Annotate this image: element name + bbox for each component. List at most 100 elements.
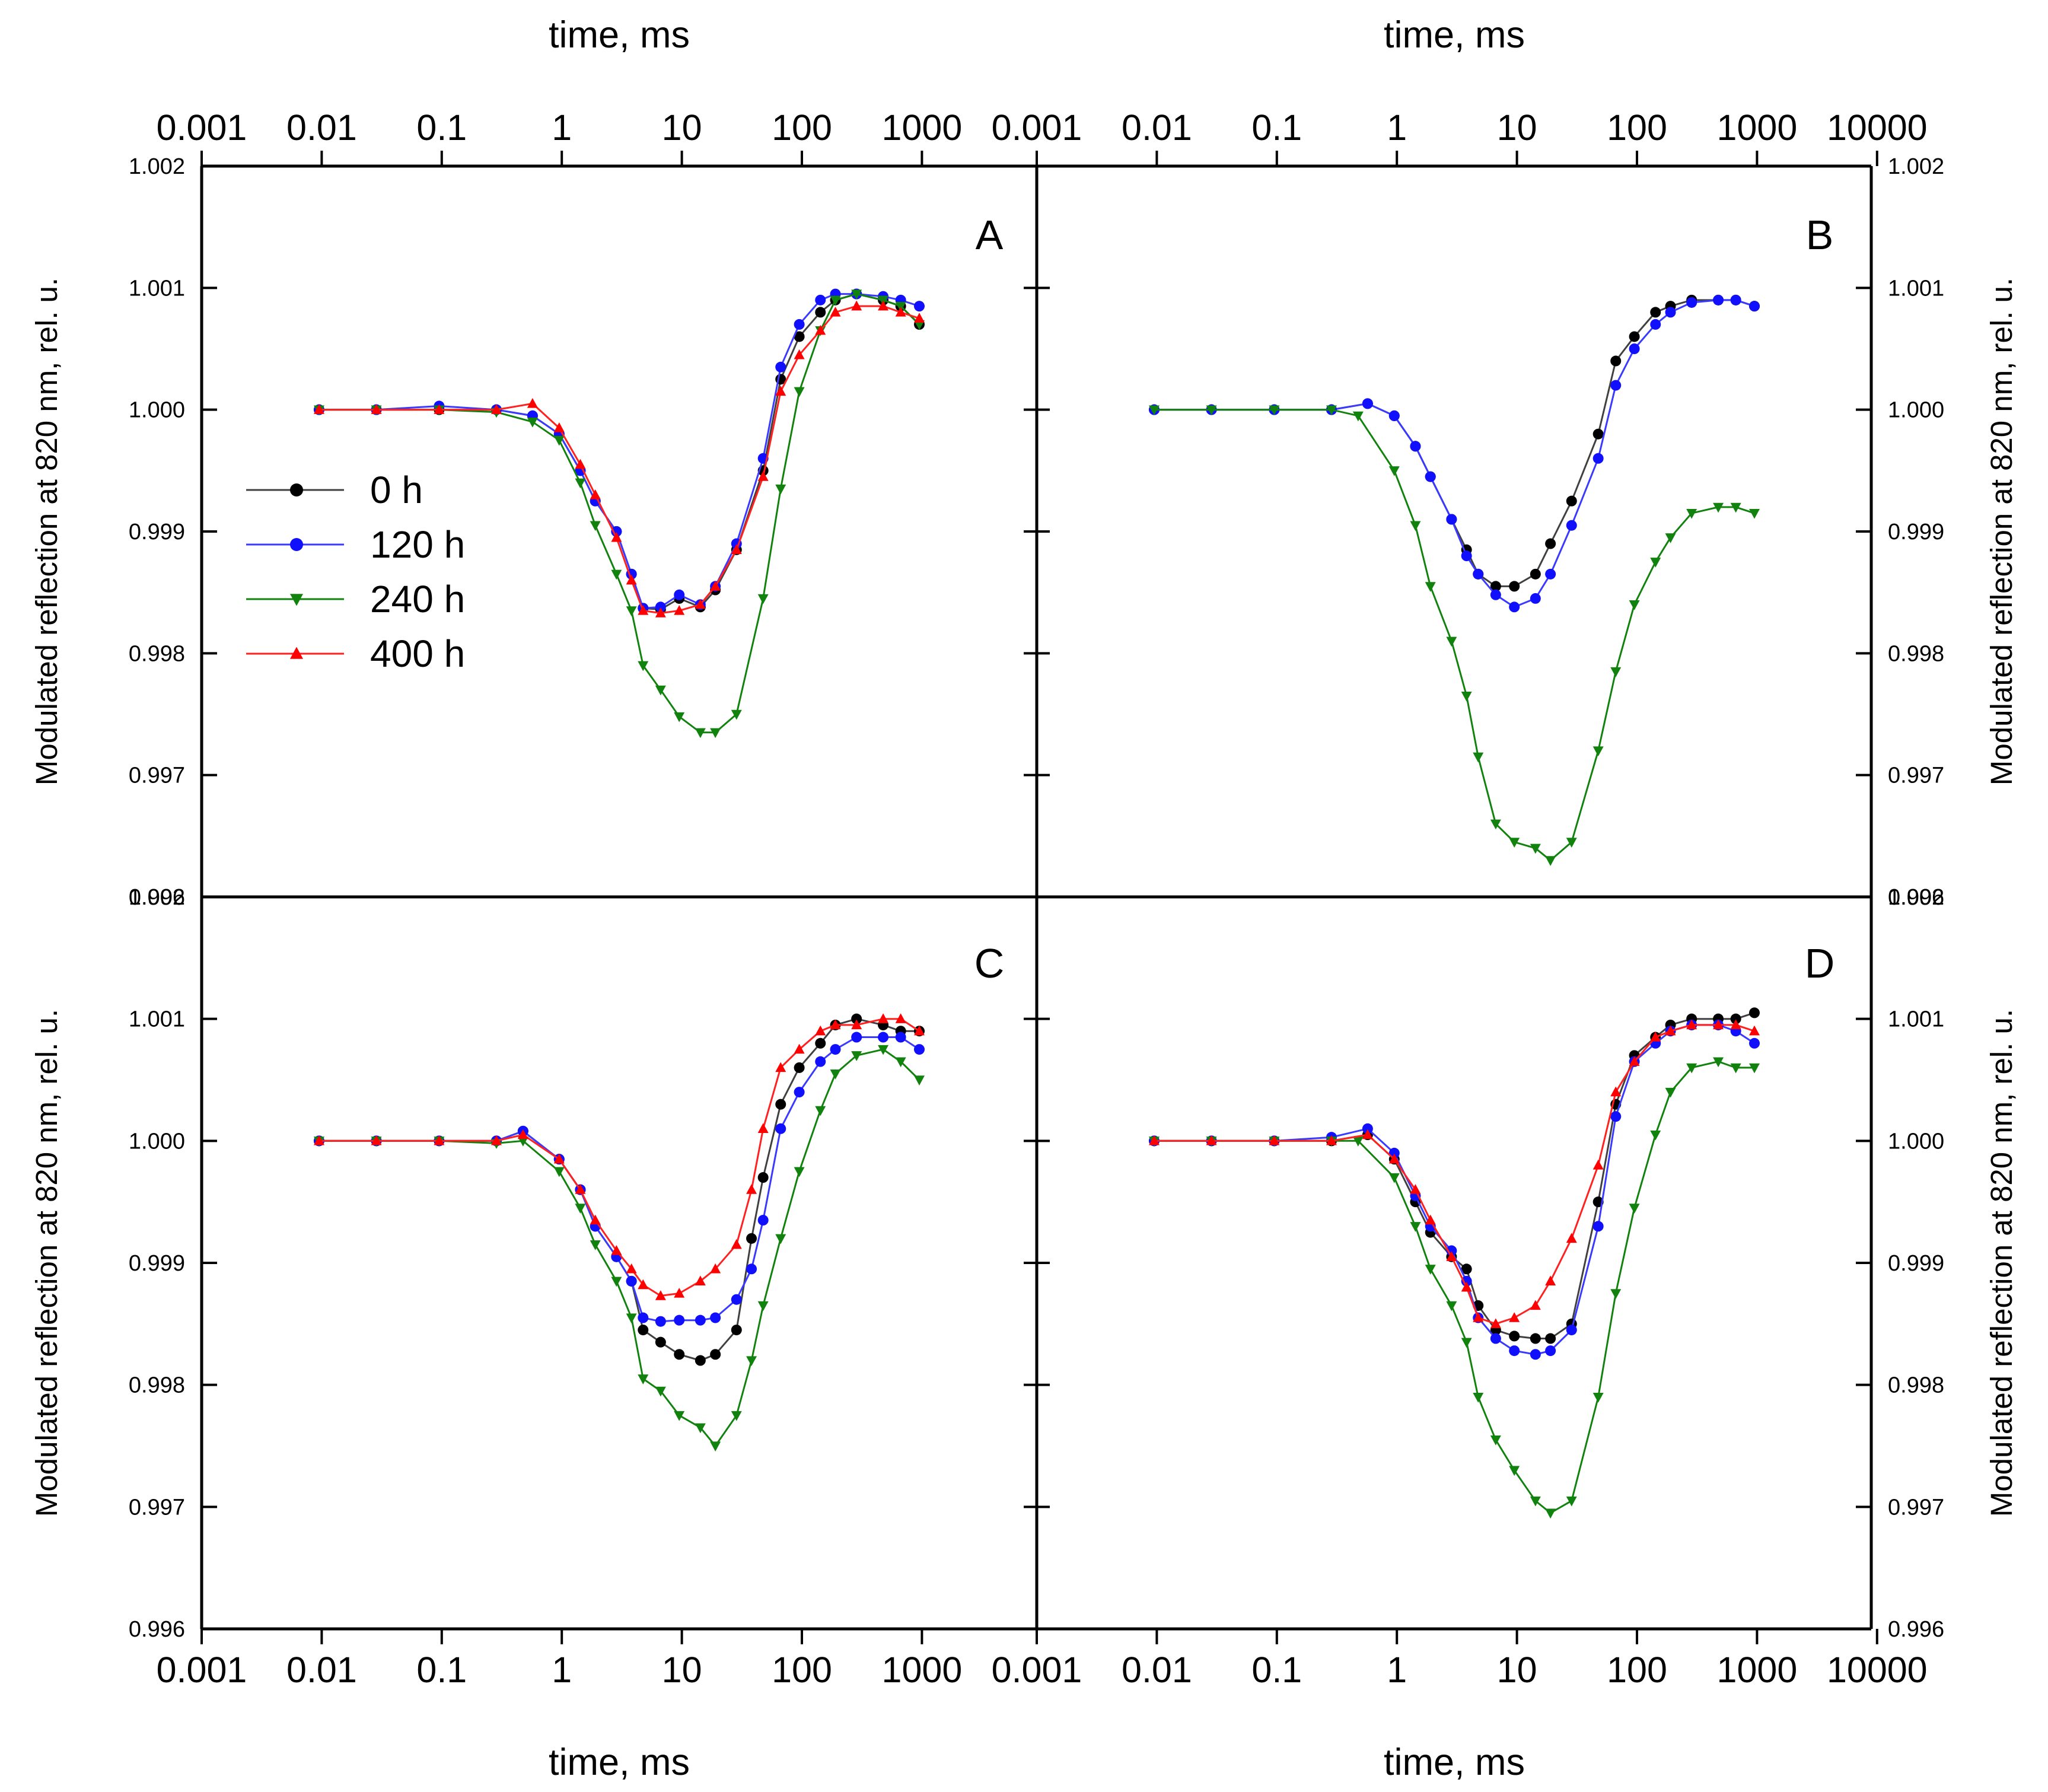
data-point-0-h-19 [815,307,826,318]
data-point-120-h-24 [1749,301,1760,312]
data-point-400-h-9 [1461,1281,1472,1292]
data-point-120-h-12 [1509,601,1520,613]
data-point-240-h-19 [1650,1130,1661,1141]
data-point-400-h-16 [1592,1160,1604,1170]
data-point-400-h-9 [626,1263,637,1274]
data-point-400-h-21 [851,300,862,311]
data-point-240-h-6 [1410,1222,1421,1232]
data-point-120-h-15 [731,1294,742,1305]
frames-layer [200,151,1878,1644]
data-point-240-h-13 [695,728,706,739]
data-point-400-h-23 [878,1013,889,1023]
data-point-240-h-13 [695,1423,706,1434]
x-axis-title-top-right: time, ms [1384,14,1525,56]
data-point-0-h-15 [731,1325,742,1336]
data-point-120-h-11 [1490,589,1501,600]
data-point-120-h-24 [914,301,925,312]
data-point-240-h-4 [1352,1137,1364,1147]
ytick-label-right-upper-2: 0.998 [1888,641,1944,666]
data-point-0-h-16 [746,1233,757,1244]
data-point-0-h-23 [1730,1013,1741,1024]
y-axis-title-lower-right: Modulated reflection at 820 nm, rel. u. [1985,1009,2018,1517]
data-point-240-h-7 [1425,582,1436,592]
data-point-400-h-10 [1473,1312,1484,1322]
xtick-label-top-right-4: 10 [1497,107,1537,148]
ytick-label-left-lower-3: 0.999 [129,1251,185,1276]
data-point-240-h-24 [895,1057,906,1068]
ytick-label-left-lower-5: 1.001 [129,1007,185,1032]
data-point-120-h-22 [1713,294,1724,305]
data-point-240-h-6 [575,478,586,489]
xtick-label-top-right-5: 100 [1607,107,1667,148]
x-axis-title-bottom-right: time, ms [1384,1742,1525,1783]
data-point-400-h-8 [611,531,622,542]
legend-marker-400-h [290,647,303,659]
data-point-240-h-5 [1388,466,1400,476]
data-point-120-h-18 [794,319,805,330]
data-point-240-h-12 [1509,1466,1520,1476]
data-point-240-h-21 [1686,1063,1697,1074]
data-point-240-h-19 [1650,558,1661,568]
data-point-120-h-12 [1509,1345,1520,1357]
data-point-400-h-11 [655,1290,666,1300]
data-point-400-h-17 [757,1123,769,1133]
xtick-label-top-left-4: 10 [662,107,702,148]
data-point-120-h-10 [1473,568,1484,580]
xtick-label-top-right-1: 0.01 [1122,107,1192,148]
series-120-h [1149,294,1760,613]
xtick-label-bottom-right-0: 0.001 [992,1650,1082,1690]
data-point-0-h-12 [1509,581,1520,592]
data-point-400-h-13 [695,599,706,609]
data-point-400-h-3 [490,404,502,414]
data-point-240-h-12 [674,712,685,722]
data-point-400-h-1 [1206,1135,1217,1145]
xtick-label-top-right-7: 10000 [1827,107,1928,148]
data-point-400-h-15 [731,1239,742,1249]
data-point-120-h-10 [638,1312,649,1323]
data-point-400-h-0 [314,1135,324,1145]
data-point-120-h-12 [674,589,685,600]
data-point-400-h-18 [1629,1056,1640,1066]
data-point-400-h-23 [1730,1019,1741,1030]
data-point-0-h-19 [794,1062,805,1073]
xtick-label-top-left-0: 0.001 [157,107,247,148]
panel-label-b: B [1806,212,1834,258]
series-400-h [314,1013,925,1300]
series-line-240-h [319,1048,921,1447]
data-point-240-h-24 [914,320,925,330]
ytick-label-left-upper-0: 0.996 [129,885,185,910]
xtick-label-bottom-left-2: 0.1 [416,1650,467,1690]
data-point-120-h-19 [794,1087,805,1098]
data-point-120-h-23 [1730,294,1741,305]
data-point-400-h-13 [1530,1300,1541,1310]
data-point-400-h-2 [434,404,445,414]
data-point-240-h-18 [775,1234,786,1244]
data-point-0-h-11 [655,1336,666,1348]
data-point-400-h-22 [1713,1019,1724,1030]
data-point-400-h-13 [695,1275,706,1286]
data-point-240-h-13 [1530,844,1541,854]
data-point-400-h-7 [590,1214,601,1225]
data-point-120-h-18 [775,1123,786,1134]
x-axis-title-bottom-left: time, ms [549,1742,690,1783]
ytick-label-right-upper-1: 0.997 [1888,763,1944,788]
panel-label-a: A [976,212,1004,258]
panels-layer [314,288,1760,1519]
data-point-400-h-21 [1686,1019,1697,1030]
data-point-240-h-14 [1545,1508,1556,1519]
data-point-120-h-12 [674,1314,685,1326]
ytick-label-right-lower-6: 1.002 [1888,885,1944,910]
data-point-0-h-16 [1592,428,1604,440]
data-point-400-h-0 [314,404,324,414]
legend: 0 h 120 h 240 h 400 h [246,469,465,675]
ytick-label-left-lower-4: 1.000 [129,1129,185,1154]
data-point-240-h-9 [1461,692,1472,702]
data-point-240-h-10 [638,1374,649,1384]
series-120-h [314,1032,925,1327]
data-point-400-h-15 [731,544,742,554]
data-point-240-h-21 [1686,509,1697,519]
data-point-400-h-20 [830,306,841,317]
data-point-400-h-16 [746,1184,757,1194]
legend-marker-120-h [290,538,303,551]
data-point-240-h-1 [1206,405,1217,416]
